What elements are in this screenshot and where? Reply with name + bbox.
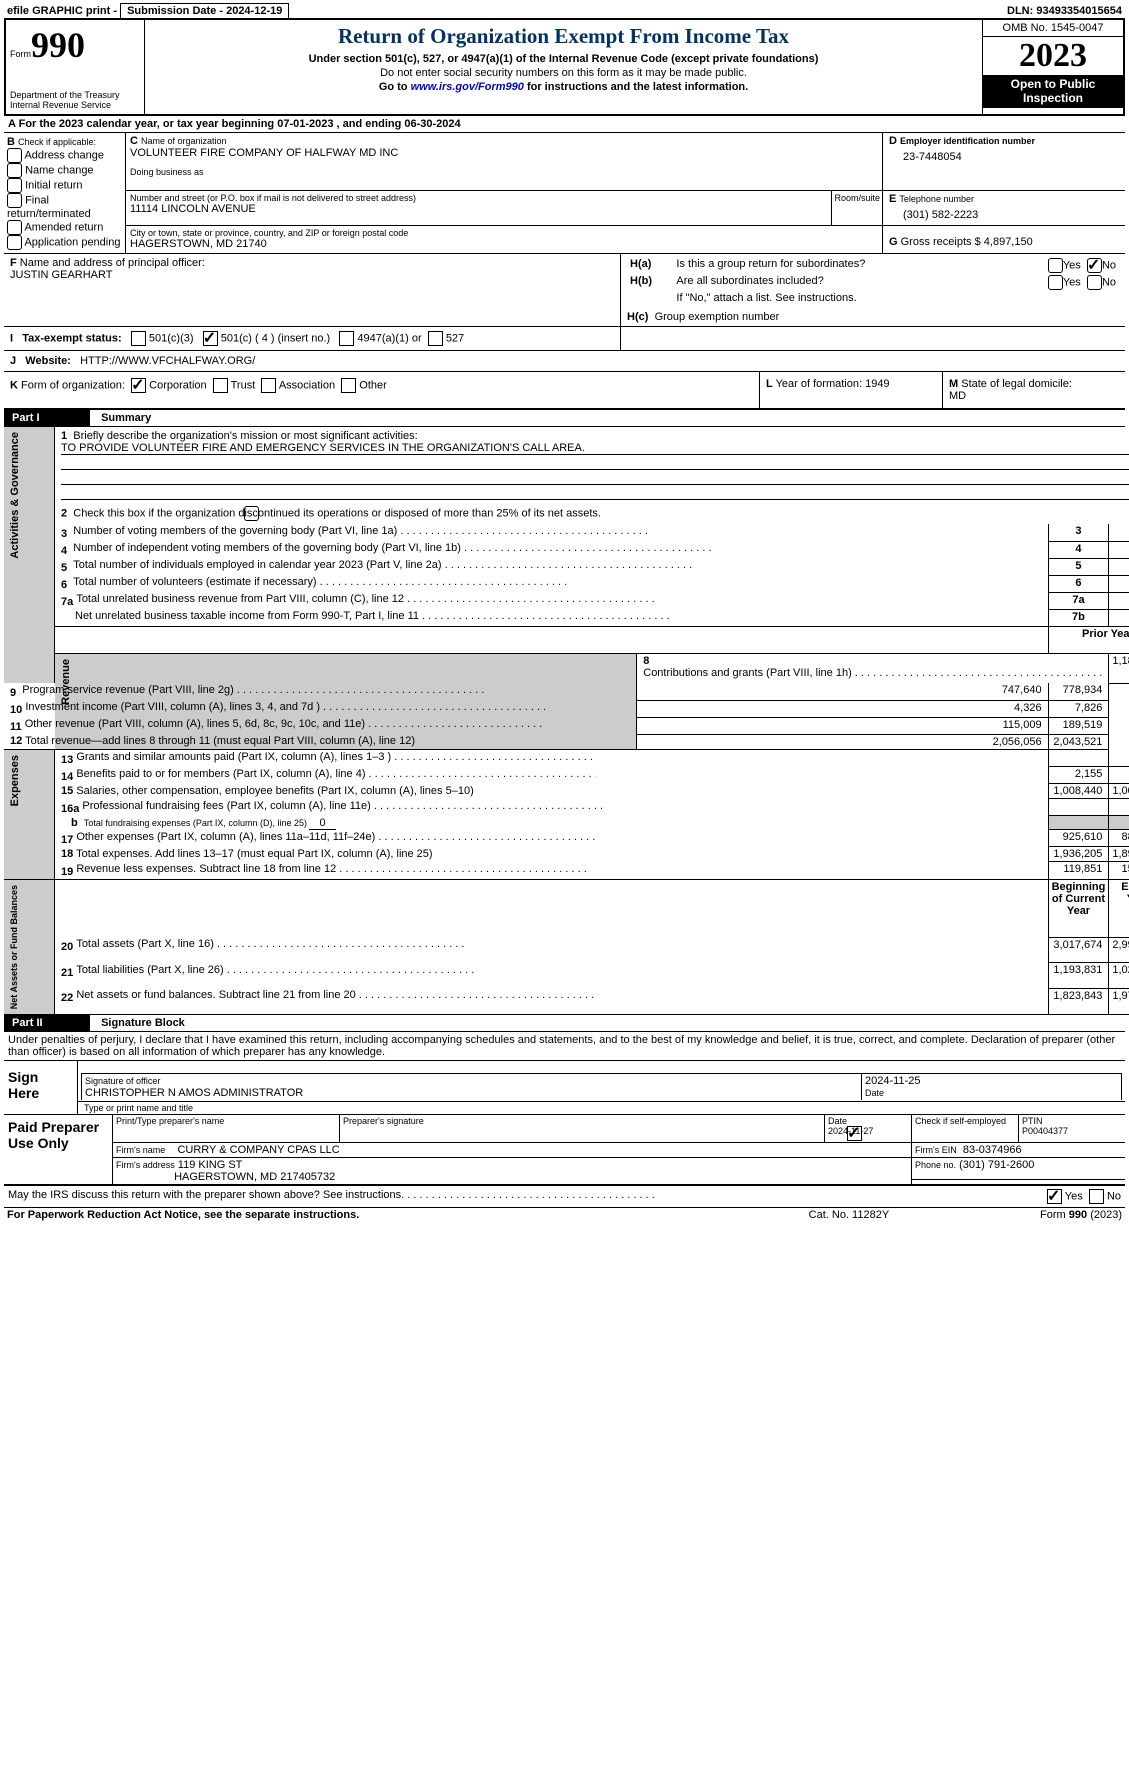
form-subtitle: Under section 501(c), 527, or 4947(a)(1)… (155, 53, 972, 65)
cb-discuss-yes[interactable] (1047, 1189, 1062, 1204)
line-a: A For the 2023 calendar year, or tax yea… (4, 116, 1125, 133)
omb-no: OMB No. 1545-0047 (983, 20, 1123, 37)
form-title: Return of Organization Exempt From Incom… (155, 24, 972, 49)
cb-name-change[interactable] (7, 163, 22, 178)
cb-self-emp[interactable] (847, 1126, 862, 1141)
cb-corp[interactable] (131, 378, 146, 393)
cb-final-return[interactable] (7, 193, 22, 208)
submission-date: Submission Date - 2024-12-19 (120, 3, 289, 19)
form-header: Form990 Department of the Treasury Inter… (4, 18, 1125, 116)
cb-initial-return[interactable] (7, 178, 22, 193)
dln: DLN: 93493354015654 (565, 4, 1126, 18)
ein: 23-7448054 (889, 147, 1119, 163)
website: HTTP://WWW.VFCHALFWAY.ORG/ (80, 355, 255, 367)
cb-ha-no[interactable] (1087, 258, 1102, 273)
cb-ha-yes[interactable] (1048, 258, 1063, 273)
year-formation: 1949 (865, 378, 889, 390)
cb-hb-yes[interactable] (1048, 275, 1063, 290)
cb-amended[interactable] (7, 220, 22, 235)
sig-date: 2024-11-25 (865, 1075, 920, 1087)
cb-other[interactable] (341, 378, 356, 393)
part1-table: Activities & Governance 1 Briefly descri… (4, 427, 1129, 1015)
form-footer: Form 990 (2023) (940, 1208, 1125, 1222)
cb-assoc[interactable] (261, 378, 276, 393)
domicile: MD (949, 390, 966, 402)
cb-527[interactable] (428, 331, 443, 346)
cb-app-pending[interactable] (7, 235, 22, 250)
part1-header: Part I Summary (4, 410, 1125, 427)
open-public: Open to Public Inspection (983, 75, 1123, 108)
cb-hb-no[interactable] (1087, 275, 1102, 290)
cb-trust[interactable] (213, 378, 228, 393)
org-name: VOLUNTEER FIRE COMPANY OF HALFWAY MD INC (130, 147, 828, 159)
cb-4947[interactable] (339, 331, 354, 346)
cb-501c[interactable] (203, 331, 218, 346)
dept-label: Department of the Treasury Internal Reve… (10, 90, 140, 110)
v3: 60 (1109, 524, 1129, 541)
tax-year: 2023 (983, 37, 1123, 75)
cb-address-change[interactable] (7, 148, 22, 163)
perjury-decl: Under penalties of perjury, I declare th… (4, 1032, 1125, 1061)
top-bar: efile GRAPHIC print - Submission Date - … (4, 4, 1125, 18)
cb-discontinued[interactable] (244, 506, 259, 521)
form-number: 990 (31, 25, 85, 65)
cb-501c3[interactable] (131, 331, 146, 346)
phone: (301) 582-2223 (889, 205, 1119, 221)
gross-receipts: 4,897,150 (984, 236, 1033, 248)
part2-header: Part II Signature Block (4, 1015, 1125, 1032)
officer-sig: CHRISTOPHER N AMOS ADMINISTRATOR (85, 1087, 303, 1099)
city: HAGERSTOWN, MD 21740 (130, 238, 878, 250)
officer-name: JUSTIN GEARHART (10, 269, 614, 281)
entity-block: B Check if applicable: Address change Na… (4, 133, 1125, 254)
street: 11114 LINCOLN AVENUE (130, 203, 827, 215)
mission: TO PROVIDE VOLUNTEER FIRE AND EMERGENCY … (61, 442, 1129, 455)
irs-link[interactable]: www.irs.gov/Form990 (411, 81, 524, 93)
efile-label: efile GRAPHIC print - (7, 5, 120, 17)
ssn-warning: Do not enter social security numbers on … (155, 67, 972, 79)
cb-discuss-no[interactable] (1089, 1189, 1104, 1204)
